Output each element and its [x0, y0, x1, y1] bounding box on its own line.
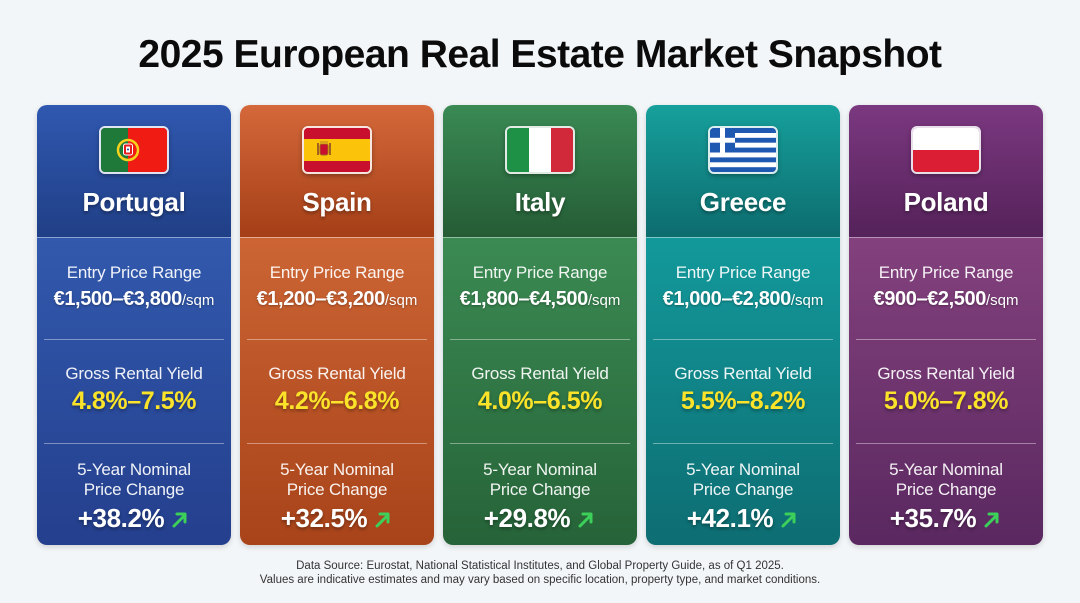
divider — [247, 339, 427, 340]
price-change-label-line2: Price Change — [895, 480, 997, 499]
entry-price-section: Entry Price Range €1,200–€3,200/sqm — [250, 238, 424, 339]
entry-price-section: Entry Price Range €1,800–€4,500/sqm — [453, 238, 627, 339]
card-body: Entry Price Range €1,500–€3,800/sqm Gros… — [37, 238, 231, 545]
rental-yield-value: 5.5%–8.2% — [680, 387, 806, 415]
price-change-value: +35.7% — [889, 503, 977, 533]
country-card-greece: Greece Entry Price Range €1,000–€2,800/s… — [646, 105, 840, 545]
arrow-up-right-icon — [578, 512, 593, 527]
entry-price-value: €1,200–€3,200/sqm — [256, 288, 418, 310]
rental-yield-label: Gross Rental Yield — [877, 364, 1015, 383]
card-header: Greece — [646, 105, 840, 238]
divider — [856, 443, 1036, 444]
price-change-value: +32.5% — [280, 503, 368, 533]
country-name: Poland — [903, 187, 989, 217]
divider — [856, 339, 1036, 340]
country-name: Spain — [302, 187, 372, 217]
rental-yield-section: Gross Rental Yield 4.8%–7.5% — [47, 340, 221, 443]
country-card-portugal: Portugal Entry Price Range €1,500–€3,800… — [37, 105, 231, 545]
entry-price-value: €1,800–€4,500/sqm — [459, 288, 621, 310]
spain-flag-icon — [302, 126, 372, 174]
price-change-label-line2: Price Change — [286, 480, 388, 499]
country-name: Portugal — [82, 187, 186, 217]
price-change-label-line1: 5-Year Nominal — [77, 460, 191, 479]
disclaimer-text: Values are indicative estimates and may … — [259, 574, 821, 586]
price-change-label-line1: 5-Year Nominal — [483, 460, 597, 479]
entry-price-label: Entry Price Range — [269, 263, 405, 282]
card-header: Poland — [849, 105, 1043, 238]
divider — [44, 339, 224, 340]
divider — [247, 443, 427, 444]
card-header: Portugal — [37, 105, 231, 238]
price-change-label-line1: 5-Year Nominal — [686, 460, 800, 479]
rental-yield-value: 5.0%–7.8% — [883, 387, 1009, 415]
rental-yield-value: 4.8%–7.5% — [71, 387, 197, 415]
rental-yield-label: Gross Rental Yield — [268, 364, 406, 383]
entry-price-label: Entry Price Range — [66, 263, 202, 282]
price-change-label-line2: Price Change — [692, 480, 794, 499]
entry-price-label: Entry Price Range — [878, 263, 1014, 282]
rental-yield-label: Gross Rental Yield — [471, 364, 609, 383]
country-name: Italy — [514, 187, 566, 217]
price-change-section: 5-Year Nominal Price Change +42.1% — [656, 444, 830, 545]
card-body: Entry Price Range €1,200–€3,200/sqm Gros… — [240, 238, 434, 545]
entry-price-label: Entry Price Range — [675, 263, 811, 282]
entry-price-section: Entry Price Range €1,000–€2,800/sqm — [656, 238, 830, 339]
divider — [653, 339, 833, 340]
arrow-up-right-icon — [172, 512, 187, 527]
divider — [44, 443, 224, 444]
country-card-spain: Spain Entry Price Range €1,200–€3,200/sq… — [240, 105, 434, 545]
footer-note: Data Source: Eurostat, National Statisti… — [0, 559, 1080, 587]
entry-price-value: €900–€2,500/sqm — [873, 288, 1019, 310]
rental-yield-label: Gross Rental Yield — [674, 364, 812, 383]
price-change-label-line2: Price Change — [489, 480, 591, 499]
divider — [653, 443, 833, 444]
rental-yield-section: Gross Rental Yield 4.2%–6.8% — [250, 340, 424, 443]
price-change-value: +42.1% — [686, 503, 774, 533]
price-change-label-line1: 5-Year Nominal — [889, 460, 1003, 479]
portugal-flag-icon — [99, 126, 169, 174]
rental-yield-section: Gross Rental Yield 5.0%–7.8% — [859, 340, 1033, 443]
arrow-up-right-icon — [375, 512, 390, 527]
price-change-label-line2: Price Change — [83, 480, 185, 499]
country-card-italy: Italy Entry Price Range €1,800–€4,500/sq… — [443, 105, 637, 545]
card-body: Entry Price Range €1,800–€4,500/sqm Gros… — [443, 238, 637, 545]
card-header: Spain — [240, 105, 434, 238]
price-change-value: +29.8% — [483, 503, 571, 533]
rental-yield-section: Gross Rental Yield 5.5%–8.2% — [656, 340, 830, 443]
price-change-section: 5-Year Nominal Price Change +29.8% — [453, 444, 627, 545]
divider — [450, 339, 630, 340]
price-change-value: +38.2% — [77, 503, 165, 533]
country-cards: Portugal Entry Price Range €1,500–€3,800… — [37, 105, 1043, 545]
entry-price-value: €1,500–€3,800/sqm — [53, 288, 215, 310]
rental-yield-label: Gross Rental Yield — [65, 364, 203, 383]
arrow-up-right-icon — [984, 512, 999, 527]
arrow-up-right-icon — [781, 512, 796, 527]
entry-price-value: €1,000–€2,800/sqm — [662, 288, 824, 310]
entry-price-section: Entry Price Range €900–€2,500/sqm — [859, 238, 1033, 339]
greece-flag-icon — [708, 126, 778, 174]
entry-price-section: Entry Price Range €1,500–€3,800/sqm — [47, 238, 221, 339]
divider — [450, 443, 630, 444]
card-header: Italy — [443, 105, 637, 238]
price-change-section: 5-Year Nominal Price Change +38.2% — [47, 444, 221, 545]
italy-flag-icon — [505, 126, 575, 174]
data-source-text: Data Source: Eurostat, National Statisti… — [296, 560, 784, 572]
card-body: Entry Price Range €900–€2,500/sqm Gross … — [849, 238, 1043, 545]
price-change-section: 5-Year Nominal Price Change +32.5% — [250, 444, 424, 545]
rental-yield-value: 4.0%–6.5% — [477, 387, 603, 415]
price-change-section: 5-Year Nominal Price Change +35.7% — [859, 444, 1033, 545]
card-body: Entry Price Range €1,000–€2,800/sqm Gros… — [646, 238, 840, 545]
poland-flag-icon — [911, 126, 981, 174]
country-name: Greece — [699, 187, 787, 217]
page-title: 2025 European Real Estate Market Snapsho… — [138, 33, 942, 76]
rental-yield-value: 4.2%–6.8% — [274, 387, 400, 415]
rental-yield-section: Gross Rental Yield 4.0%–6.5% — [453, 340, 627, 443]
price-change-label-line1: 5-Year Nominal — [280, 460, 394, 479]
country-card-poland: Poland Entry Price Range €900–€2,500/sqm… — [849, 105, 1043, 545]
entry-price-label: Entry Price Range — [472, 263, 608, 282]
